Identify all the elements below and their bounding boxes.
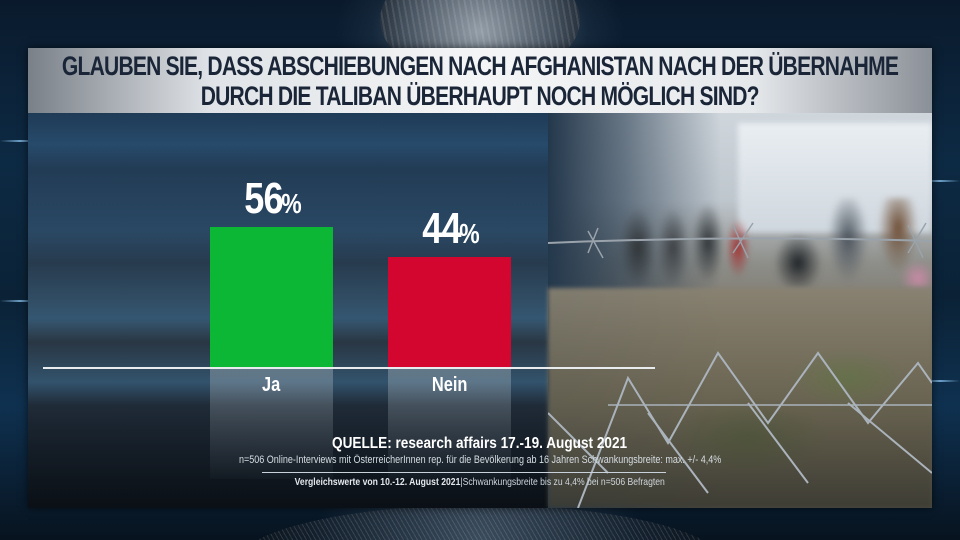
category-label-nein: Nein	[388, 374, 511, 397]
comparison-note: |Schwankungsbreite bis zu 4,4% bei n=506…	[460, 476, 666, 488]
source-detail-text: n=506 Online-Interviews mit Österreicher…	[238, 454, 722, 466]
source-detail: n=506 Online-Interviews mit Österreicher…	[28, 454, 932, 466]
bar-value-unit: %	[458, 218, 480, 249]
category-label-ja: Ja	[210, 374, 333, 397]
bar-value-unit: %	[280, 188, 302, 219]
bar-nein	[388, 257, 511, 367]
question-title-bar: GLAUBEN SIE, DASS ABSCHIEBUNGEN NACH AFG…	[28, 48, 932, 113]
source-divider	[262, 472, 666, 473]
column-shade-nein	[388, 369, 511, 479]
category-label-text: Nein	[431, 374, 468, 396]
photo-ground	[548, 288, 932, 508]
poll-panel: GLAUBEN SIE, DASS ABSCHIEBUNGEN NACH AFG…	[28, 48, 932, 508]
column-shade-ja	[210, 369, 333, 479]
bar-value-ja: 56%	[210, 174, 333, 224]
light-streak	[920, 380, 960, 382]
bar-ja	[210, 227, 333, 367]
bar-value-number: 44	[421, 204, 461, 253]
bar-value-nein: 44%	[388, 204, 511, 254]
globe-graphic-bottom	[235, 505, 725, 540]
light-streak	[0, 140, 40, 142]
question-title-line2: DURCH DIE TALIBAN ÜBERHAUPT NOCH MÖGLICH…	[200, 80, 760, 111]
source-title: QUELLE: research affairs 17.-19. August …	[28, 435, 932, 453]
source-title-text: QUELLE: research affairs 17.-19. August …	[332, 435, 628, 452]
photo-crowd	[608, 198, 932, 288]
source-comparison: Vergleichswerte von 10.-12. August 2021|…	[28, 476, 932, 488]
fence-wire-icon	[548, 222, 932, 508]
background-photo-fence	[548, 113, 932, 508]
category-label-text: Ja	[262, 374, 281, 396]
question-title-line1: GLAUBEN SIE, DASS ABSCHIEBUNGEN NACH AFG…	[61, 50, 899, 81]
light-streak	[0, 300, 40, 302]
light-streak	[920, 180, 960, 182]
bar-value-number: 56	[243, 174, 283, 223]
chart-baseline	[43, 367, 655, 369]
comparison-dates: Vergleichswerte von 10.-12. August 2021	[294, 476, 461, 488]
